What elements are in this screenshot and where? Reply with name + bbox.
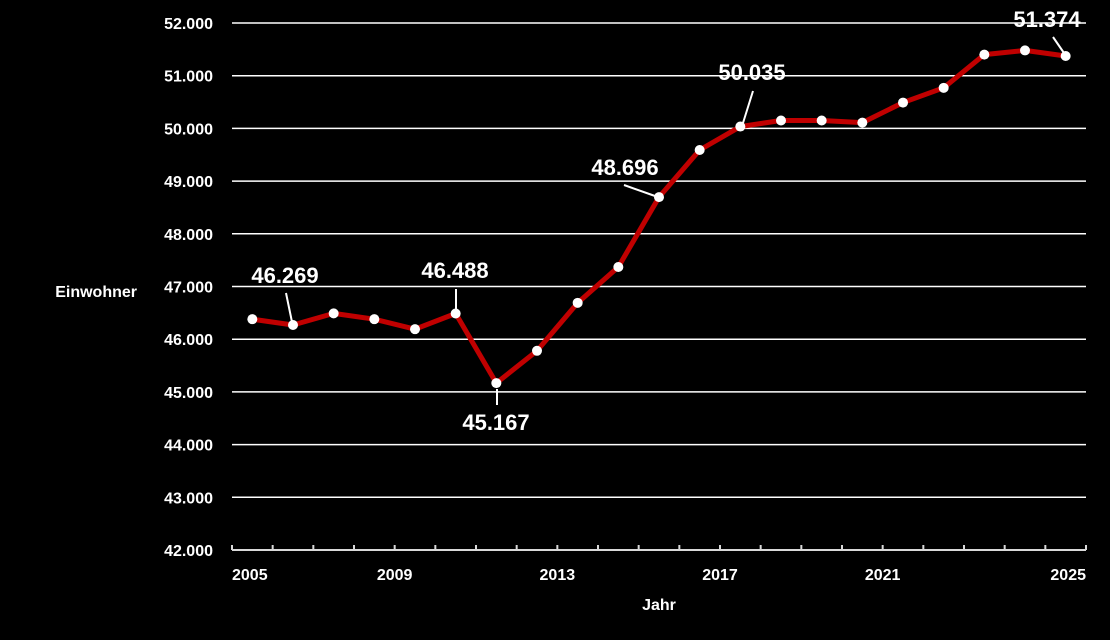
x-tick-label: 2009 — [377, 567, 413, 584]
data-annotations: 46.269 46.488 45.167 48.696 50.035 51.374 — [251, 7, 1081, 435]
annotation-label: 51.374 — [1013, 7, 1081, 32]
y-tick-label: 47.000 — [164, 280, 213, 297]
x-tick-label: 2005 — [232, 567, 268, 584]
y-axis-label: Einwohner — [55, 284, 137, 301]
annotation-label: 46.488 — [421, 258, 488, 283]
data-point — [979, 49, 990, 60]
data-point — [369, 314, 380, 325]
x-axis-tick-labels: 2005 2009 2013 2017 2021 2025 — [232, 567, 1086, 584]
data-point — [613, 262, 624, 273]
data-point — [776, 115, 786, 126]
x-tick-label: 2013 — [540, 567, 576, 584]
data-point — [1060, 50, 1071, 61]
annotation-leader-line — [742, 90, 754, 124]
y-tick-label: 42.000 — [164, 543, 213, 560]
x-axis-label: Jahr — [642, 597, 676, 614]
annotation-label: 48.696 — [591, 155, 658, 180]
y-tick-label: 48.000 — [164, 227, 213, 244]
data-point — [288, 320, 298, 331]
annotation-label: 50.035 — [718, 60, 785, 85]
data-point — [898, 97, 908, 108]
data-point — [735, 121, 746, 132]
data-point — [450, 308, 461, 319]
data-point — [938, 82, 949, 93]
data-point — [816, 115, 827, 126]
y-tick-label: 45.000 — [164, 385, 213, 402]
annotation-leader-line — [1052, 36, 1065, 54]
annotation-label: 46.269 — [251, 263, 318, 288]
data-point — [1020, 45, 1030, 56]
annotation-leader-lines — [285, 36, 1065, 405]
y-tick-label: 52.000 — [164, 16, 213, 33]
y-tick-label: 50.000 — [164, 121, 213, 138]
x-tick-label: 2025 — [1050, 567, 1086, 584]
data-point — [247, 314, 258, 325]
data-point — [328, 308, 339, 319]
annotation-leader-line — [285, 292, 293, 323]
annotation-label: 45.167 — [462, 410, 529, 435]
y-tick-label: 49.000 — [164, 174, 213, 191]
data-point — [694, 145, 705, 156]
x-axis — [231, 545, 1087, 551]
y-tick-label: 44.000 — [164, 438, 213, 455]
data-point — [572, 297, 583, 308]
data-point — [654, 192, 664, 203]
data-point — [491, 378, 502, 389]
y-tick-label: 46.000 — [164, 332, 213, 349]
data-point — [857, 117, 868, 128]
y-tick-label: 43.000 — [164, 490, 213, 507]
y-tick-label: 51.000 — [164, 69, 213, 86]
x-tick-label: 2021 — [865, 567, 901, 584]
data-point-markers — [247, 45, 1071, 389]
data-point — [410, 324, 420, 335]
annotation-leader-line — [623, 184, 656, 197]
y-axis-ticks: 42.000 43.000 44.000 45.000 46.000 47.000 48.0… — [164, 16, 213, 560]
gridlines — [232, 22, 1086, 499]
x-tick-label: 2017 — [702, 567, 738, 584]
data-point — [532, 345, 542, 356]
